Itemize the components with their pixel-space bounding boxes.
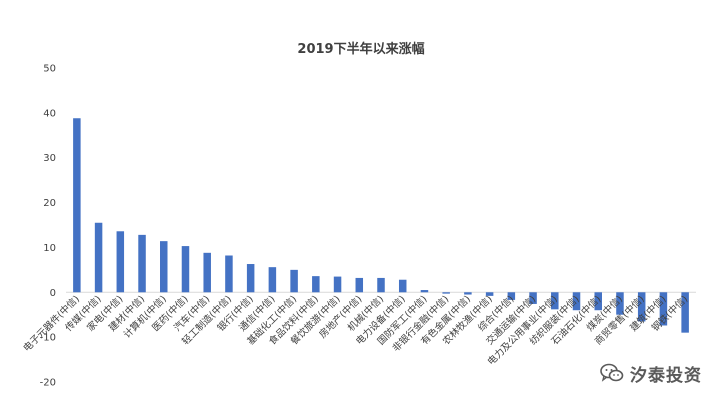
y-tick-label: 0 bbox=[50, 288, 56, 299]
bar bbox=[268, 267, 277, 293]
bar bbox=[312, 276, 320, 293]
bar bbox=[637, 292, 646, 322]
bar bbox=[442, 292, 450, 294]
bar bbox=[225, 255, 233, 293]
bar bbox=[420, 290, 429, 293]
y-tick-label: 10 bbox=[43, 243, 56, 254]
bar bbox=[333, 276, 342, 293]
bar bbox=[246, 264, 255, 293]
bar bbox=[594, 292, 602, 311]
bar bbox=[138, 234, 146, 293]
bar bbox=[572, 292, 581, 311]
bar bbox=[290, 269, 298, 293]
y-tick-label: 40 bbox=[43, 108, 56, 119]
bar bbox=[485, 292, 494, 296]
chart-title: 2019下半年以来涨幅 bbox=[297, 42, 425, 57]
bar bbox=[681, 292, 689, 333]
bar bbox=[203, 252, 211, 293]
y-tick-label: 30 bbox=[43, 153, 56, 164]
bar bbox=[377, 277, 385, 293]
wechat-icon bbox=[600, 363, 624, 382]
bar bbox=[181, 246, 190, 293]
bar bbox=[616, 292, 624, 315]
bar bbox=[94, 222, 103, 293]
bar bbox=[529, 292, 537, 304]
bar bbox=[73, 118, 81, 293]
bar bbox=[464, 292, 472, 295]
y-tick-label: -10 bbox=[40, 333, 56, 344]
watermark-text: 汐泰投资 bbox=[630, 365, 702, 386]
y-tick-label: 50 bbox=[43, 64, 56, 75]
bar bbox=[116, 231, 125, 293]
bar bbox=[398, 279, 407, 293]
bar bbox=[160, 241, 168, 293]
y-tick-label: -20 bbox=[40, 378, 56, 389]
bar bbox=[355, 277, 364, 293]
y-tick-label: 20 bbox=[43, 198, 56, 209]
bar bbox=[507, 292, 516, 300]
bar bbox=[659, 292, 668, 326]
bar bbox=[551, 292, 559, 310]
watermark: 汐泰投资 bbox=[600, 360, 702, 386]
